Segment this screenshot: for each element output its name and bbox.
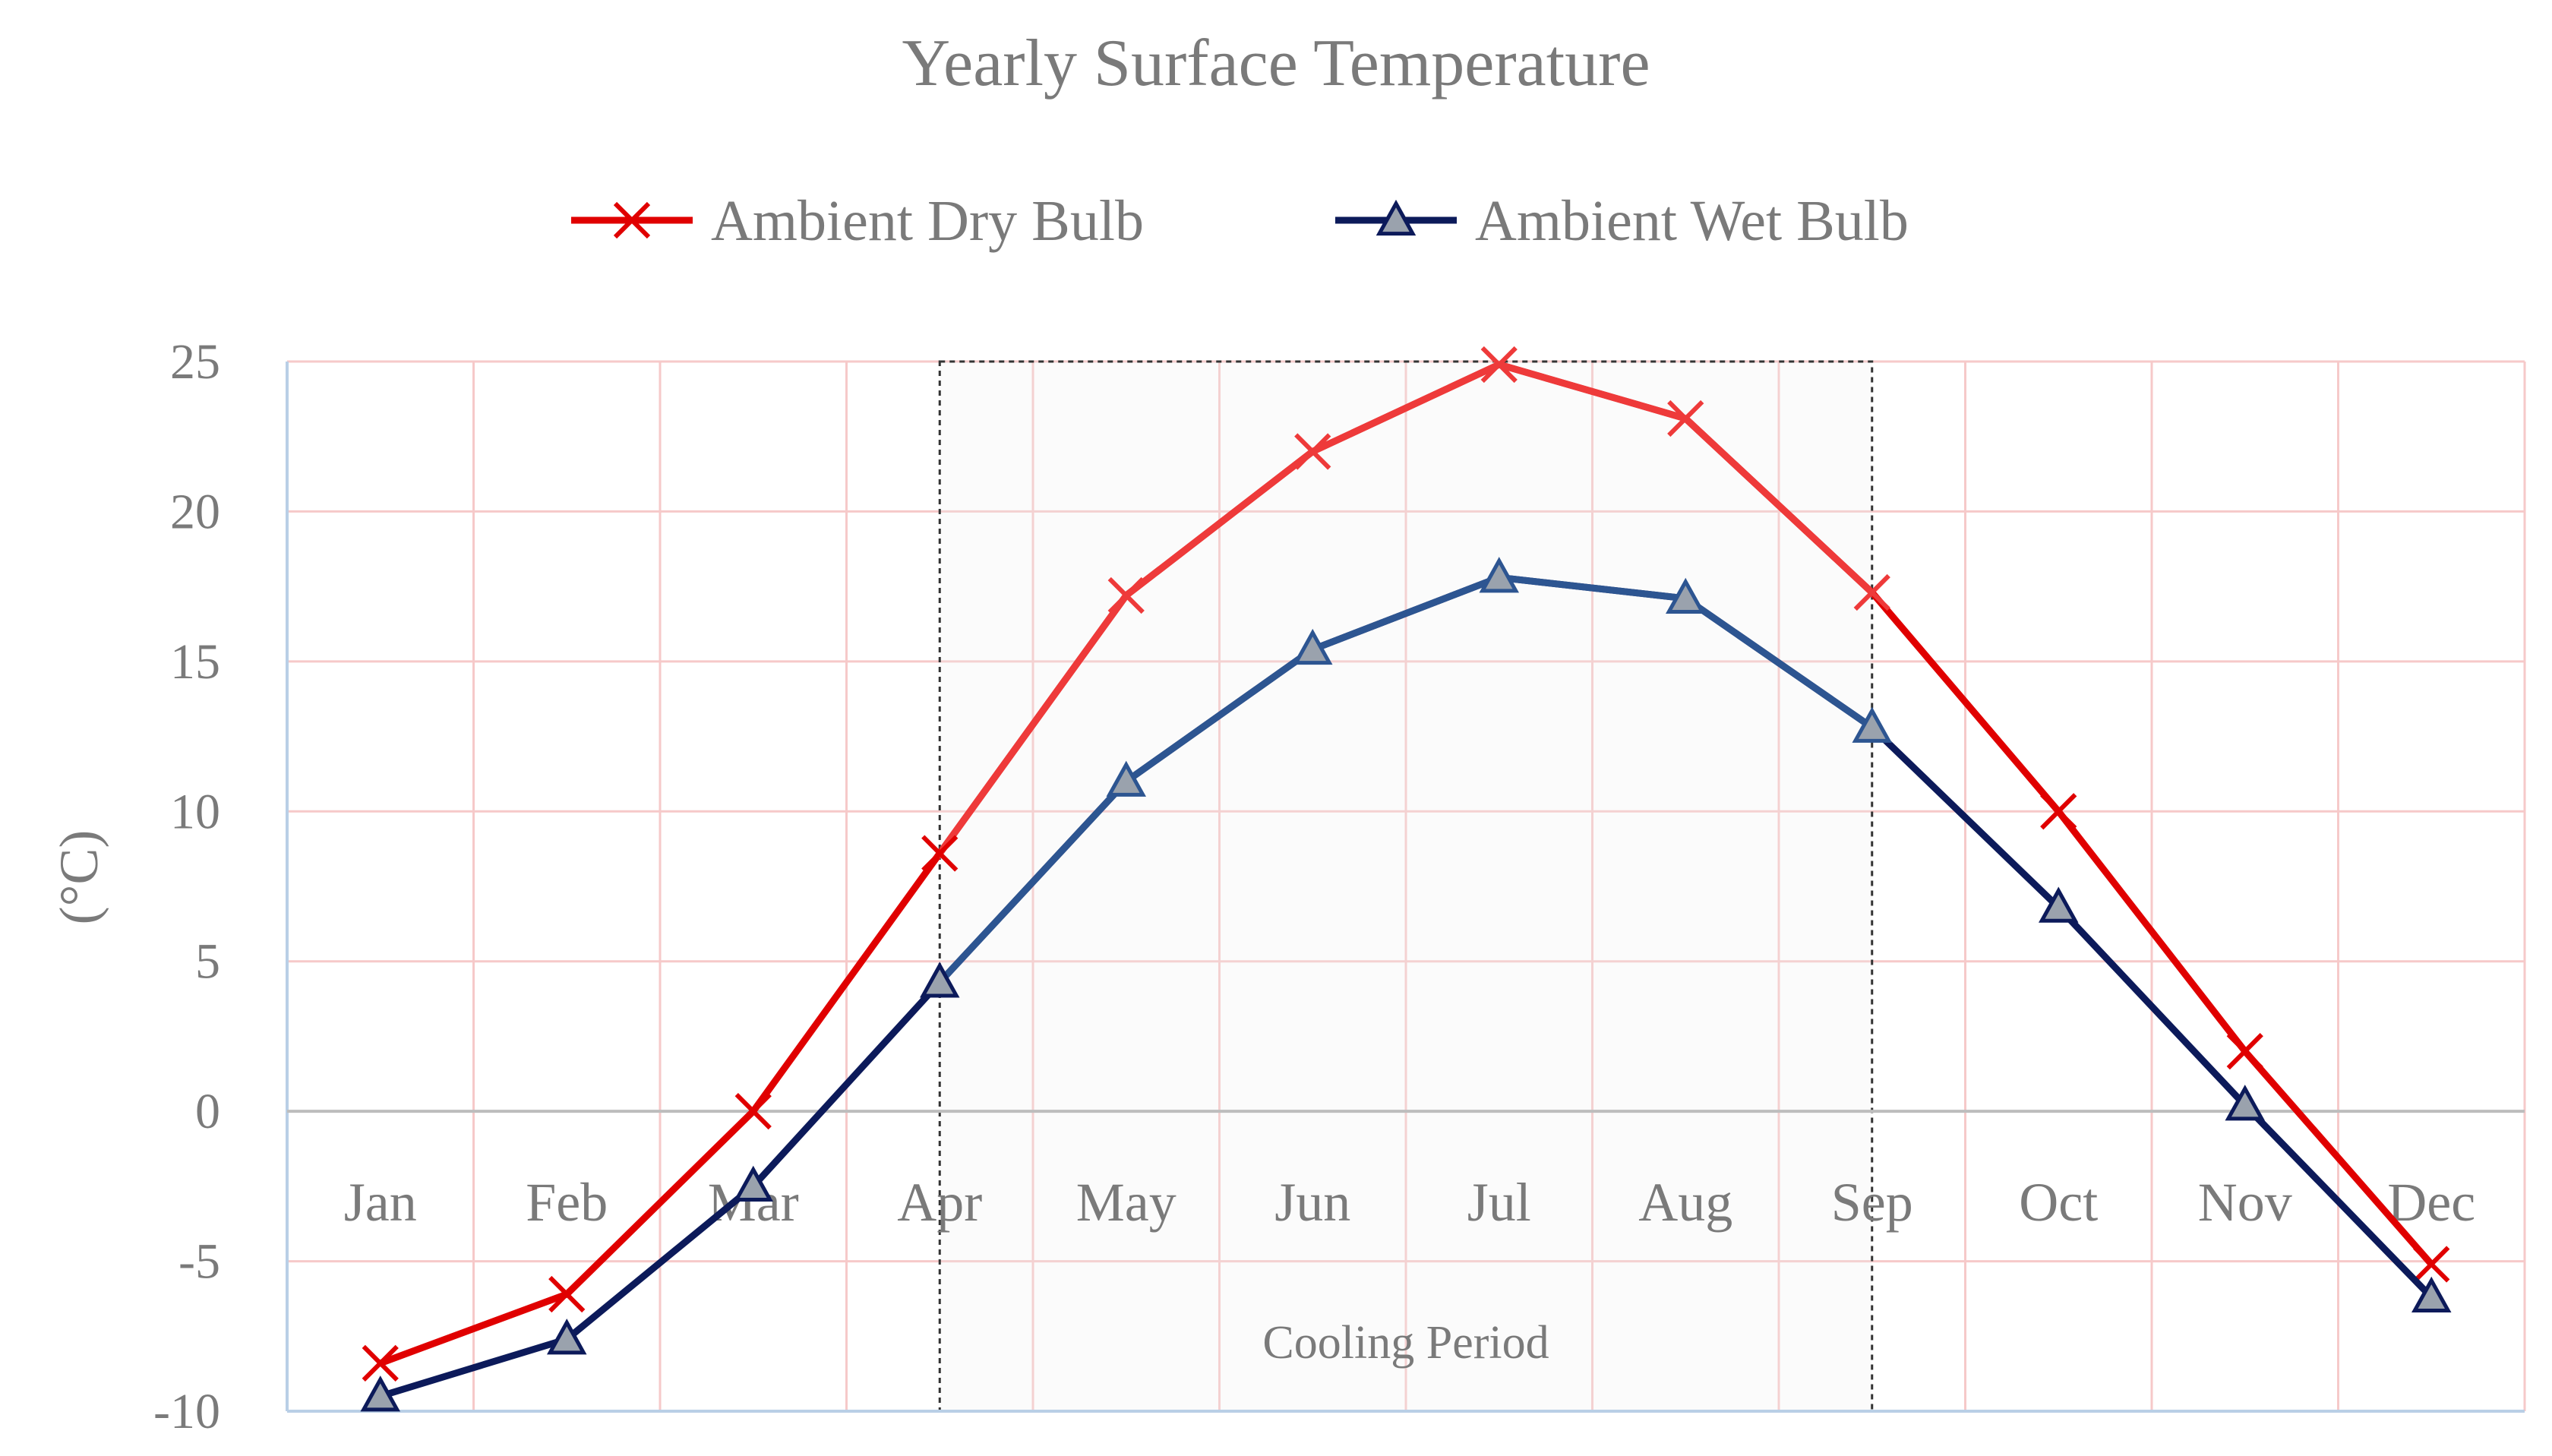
x-tick-label: Apr [897,1172,982,1233]
data-point-marker-triangle [1293,628,1333,665]
x-tick-label: Aug [1638,1172,1732,1233]
series-line-highlight [940,361,1872,860]
legend-item-dry-bulb: Ambient Dry Bulb [571,189,1144,253]
y-tick-label: 15 [170,634,220,690]
y-tick-label: 5 [195,934,220,990]
data-point-marker-x [921,835,959,872]
y-axis-title: (°C) [49,830,109,925]
x-tick-label: Dec [2387,1172,2475,1233]
y-tick-label: -10 [153,1384,220,1439]
data-point-marker-triangle [1852,706,1892,743]
y-tick-label: -5 [178,1234,220,1290]
x-tick-label: Feb [526,1172,608,1233]
data-point-marker-x [734,1093,772,1130]
data-point-marker-x [2040,793,2077,830]
series-wet-bulb [360,557,2452,1412]
legend-item-wet-bulb: Ambient Wet Bulb [1335,189,1909,253]
x-tick-label: Jul [1467,1172,1531,1233]
data-point-marker-x [2226,1033,2263,1070]
legend-label: Ambient Wet Bulb [1475,189,1909,253]
y-tick-label: 20 [170,484,220,539]
data-point-marker-x [1853,573,1890,611]
data-point-marker-x [1107,576,1145,614]
series-dry-bulb [362,346,2450,1382]
series-line-highlight [940,573,1872,988]
y-tick-label: 10 [170,784,220,839]
data-point-marker-triangle [1479,557,1519,593]
y-tick-label: 0 [195,1084,220,1139]
data-point-marker-x [1294,433,1331,470]
data-point-marker-x [1667,400,1704,437]
data-point-marker-triangle [360,1375,400,1412]
data-point-marker-x [1480,346,1518,384]
data-point-marker-x [548,1275,586,1313]
data-point-marker-triangle [547,1319,587,1355]
data-point-marker-x [2413,1246,2450,1283]
data-point-marker-triangle [733,1165,773,1202]
x-tick-label: Jan [344,1172,417,1233]
y-tick-label: 25 [170,334,220,390]
legend-marker-triangle [1375,199,1417,236]
legend-marker-x [613,201,651,239]
data-point-marker-triangle [920,962,960,998]
data-point-marker-triangle [2225,1085,2265,1121]
x-tick-label: Sep [1831,1172,1913,1233]
cooling-period-label: Cooling Period [1262,1317,1549,1369]
x-tick-label: May [1076,1172,1177,1233]
x-tick-label: Nov [2198,1172,2292,1233]
chart-title: Yearly Surface Temperature [902,27,1650,100]
data-point-marker-triangle [2039,886,2079,923]
x-tick-label: Oct [2019,1172,2098,1233]
data-point-marker-x [362,1344,399,1382]
data-point-marker-triangle [2411,1276,2452,1313]
legend-label: Ambient Dry Bulb [711,189,1144,253]
cooling-period-region [938,360,1874,1413]
x-tick-label: Jun [1274,1172,1350,1233]
data-point-marker-triangle [1106,760,1146,797]
data-point-marker-triangle [1666,577,1706,614]
